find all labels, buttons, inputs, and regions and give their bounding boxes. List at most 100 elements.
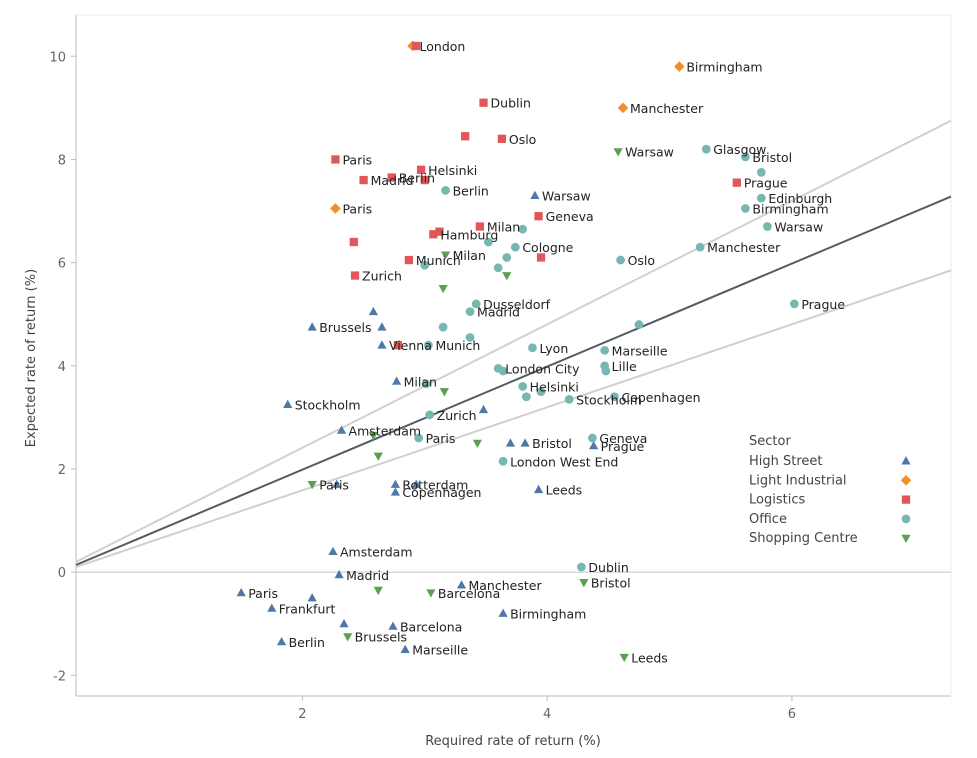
point-label: Stockholm	[576, 392, 642, 407]
point-shopping-centre	[502, 272, 512, 281]
point-light-industrial	[674, 61, 685, 72]
point-label: Frankfurt	[279, 601, 336, 616]
point-logistics	[461, 132, 470, 141]
point-label: Manchester	[468, 578, 542, 593]
point-logistics	[732, 178, 741, 187]
point-high-street	[307, 322, 317, 331]
point-high-street	[478, 404, 489, 414]
y-tick-label: 2	[58, 463, 66, 478]
point-office	[600, 345, 610, 355]
y-tick-label: -2	[53, 669, 66, 684]
legend-item-label: High Street	[749, 454, 823, 469]
legend-item-label: Light Industrial	[749, 473, 847, 488]
y-tick-label: 0	[58, 566, 66, 581]
point-office	[789, 299, 799, 309]
point-shopping-centre	[343, 633, 353, 642]
point-office	[741, 152, 750, 162]
point-office	[741, 204, 750, 213]
point-logistics	[534, 212, 543, 221]
point-label: Bristol	[532, 436, 572, 451]
point-label: Amsterdam	[340, 545, 413, 560]
reference-line-band	[75, 269, 952, 568]
point-high-street	[377, 340, 387, 349]
point-label: Berlin	[453, 183, 489, 198]
legend-marker	[901, 495, 911, 504]
point-office	[498, 456, 508, 466]
point-label: Rotterdam	[402, 477, 468, 492]
point-office	[536, 387, 546, 396]
point-high-street	[589, 440, 599, 450]
point-logistics	[429, 230, 438, 239]
point-office	[616, 255, 625, 265]
point-label: Barcelona	[400, 619, 462, 634]
legend-marker	[901, 534, 911, 544]
point-label: Warsaw	[542, 189, 591, 204]
point-label: Brussels	[319, 320, 371, 335]
point-logistics	[416, 165, 426, 174]
point-label: Zurich	[437, 408, 477, 423]
point-shopping-centre	[438, 284, 448, 294]
point-logistics	[420, 175, 429, 185]
data-points	[236, 40, 799, 663]
point-high-street	[368, 306, 378, 316]
point-label: Leeds	[546, 483, 583, 498]
point-label: London West End	[510, 454, 618, 469]
y-tick-label: 10	[49, 50, 66, 65]
point-logistics	[435, 227, 444, 236]
point-shopping-centre	[439, 388, 449, 397]
point-office	[498, 366, 508, 376]
point-office	[756, 193, 766, 203]
point-shopping-centre	[426, 589, 436, 598]
legend-item-label: Logistics	[749, 493, 805, 508]
x-tick-label: 4	[543, 707, 551, 722]
point-label: Manchester	[630, 101, 704, 116]
x-tick-label: 6	[788, 707, 796, 722]
point-office	[421, 379, 431, 389]
point-office	[424, 340, 433, 350]
point-shopping-centre	[368, 432, 378, 441]
y-axis-title: Expected rate of return (%)	[24, 269, 39, 447]
point-shopping-centre	[619, 653, 629, 663]
point-office	[695, 242, 705, 252]
point-light-industrial	[330, 203, 341, 214]
point-high-street	[283, 399, 293, 408]
point-label: Manchester	[707, 240, 781, 255]
legend-marker	[901, 456, 911, 465]
point-office	[588, 433, 597, 443]
point-high-street	[328, 546, 338, 555]
point-high-street	[334, 569, 344, 579]
reference-lines	[75, 119, 952, 568]
point-label: Paris	[342, 201, 372, 216]
point-logistics	[536, 253, 546, 262]
point-logistics	[475, 222, 484, 231]
point-office	[414, 433, 424, 443]
point-logistics	[412, 41, 421, 51]
point-office	[502, 253, 512, 262]
point-label: Madrid	[477, 305, 520, 320]
point-label: Paris	[342, 152, 372, 167]
point-label: Helsinki	[428, 163, 477, 178]
x-tick-label: 2	[298, 707, 306, 722]
point-label: Geneva	[599, 431, 647, 446]
point-label: Marseille	[412, 643, 468, 658]
point-label: Milan	[487, 220, 520, 235]
point-label: Berlin	[289, 635, 325, 650]
point-high-street	[530, 190, 540, 200]
legend-marker	[901, 514, 911, 524]
point-high-street	[400, 644, 410, 654]
point-logistics	[404, 255, 414, 265]
point-shopping-centre	[472, 439, 482, 449]
point-office	[438, 322, 448, 332]
point-logistics	[393, 341, 402, 350]
point-logistics	[350, 271, 360, 280]
point-shopping-centre	[613, 148, 623, 157]
point-office	[701, 144, 711, 154]
point-label: Lyon	[539, 341, 568, 356]
plot-frame	[75, 14, 952, 697]
point-light-industrial	[617, 102, 629, 114]
point-label: Berlin	[399, 171, 435, 186]
point-label: London	[420, 39, 466, 54]
point-label: Leeds	[631, 650, 668, 665]
point-high-street	[339, 618, 349, 628]
point-label: Helsinki	[530, 379, 579, 394]
